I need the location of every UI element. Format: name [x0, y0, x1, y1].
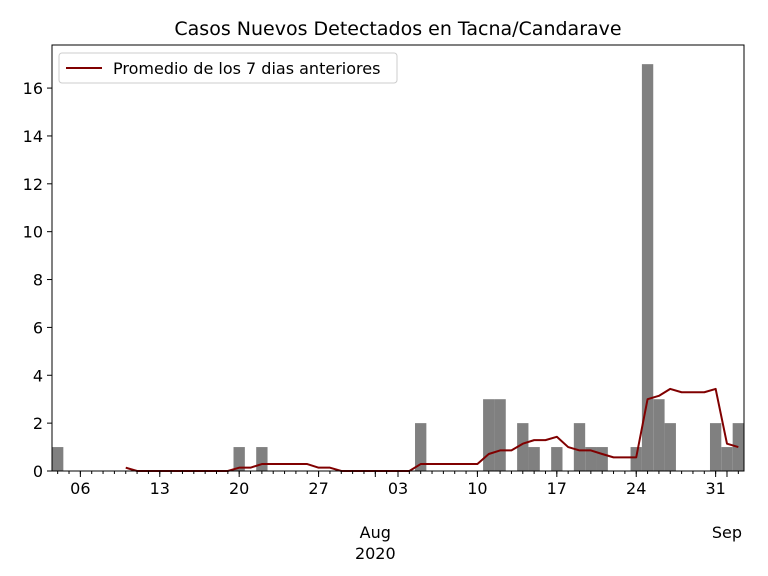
- bar: [551, 447, 563, 471]
- bar: [233, 447, 245, 471]
- y-tick-label: 4: [33, 366, 43, 385]
- bar: [494, 399, 506, 471]
- x-year-label: 2020: [355, 544, 396, 563]
- x-tick-label: 17: [547, 479, 567, 498]
- bar: [653, 399, 665, 471]
- bar: [483, 399, 495, 471]
- bar: [585, 447, 597, 471]
- bar: [721, 447, 733, 471]
- x-axis: 06 13 20 27 03 10 17 24 31 Aug 2020 Sep: [57, 471, 742, 563]
- x-tick-label: 20: [229, 479, 249, 498]
- y-tick-label: 10: [23, 223, 43, 242]
- y-axis: 0 2 4 6 8 10 12 14 16: [23, 79, 52, 481]
- x-tick-label: 31: [705, 479, 725, 498]
- bar: [709, 423, 722, 471]
- x-tick-label: 10: [467, 479, 487, 498]
- bar: [641, 64, 654, 472]
- bar: [596, 447, 608, 471]
- bar: [664, 423, 676, 471]
- y-tick-label: 2: [33, 414, 43, 433]
- series-line-promedio: [125, 387, 739, 472]
- legend: Promedio de los 7 dias anteriores: [58, 52, 398, 84]
- x-tick-label: 27: [308, 479, 328, 498]
- bar: [415, 423, 427, 471]
- y-tick-label: 6: [33, 318, 43, 337]
- x-tick-label: 24: [626, 479, 646, 498]
- chart-title: Casos Nuevos Detectados en Tacna/Candara…: [174, 18, 621, 40]
- legend-label: Promedio de los 7 dias anteriores: [113, 59, 380, 78]
- x-tick-label: 03: [388, 479, 408, 498]
- y-tick-label: 12: [23, 175, 43, 194]
- bar: [52, 447, 64, 471]
- x-month-label: Sep: [712, 523, 742, 542]
- y-tick-label: 8: [33, 271, 43, 290]
- legend-box: [58, 52, 398, 84]
- bar: [256, 447, 268, 471]
- bar: [528, 447, 540, 471]
- y-tick-label: 0: [33, 462, 43, 481]
- bar: [630, 447, 642, 471]
- bars-group: [52, 64, 744, 472]
- x-tick-label: 13: [150, 479, 170, 498]
- line-group: [125, 387, 739, 472]
- y-tick-label: 14: [23, 127, 43, 146]
- y-tick-label: 16: [23, 79, 43, 98]
- bar: [517, 423, 529, 471]
- x-tick-label: 06: [70, 479, 90, 498]
- x-month-label: Aug: [360, 523, 391, 542]
- bar: [573, 423, 586, 471]
